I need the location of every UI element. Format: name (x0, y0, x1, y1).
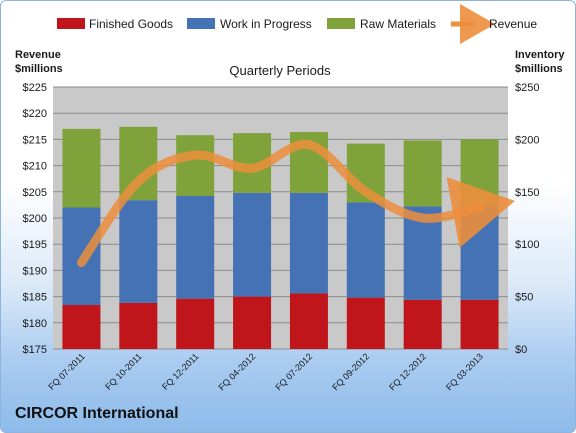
revenue-layer (76, 139, 515, 268)
bar-raw-materials (403, 140, 442, 207)
left-tick-label: $205 (23, 187, 47, 199)
left-axis-title-line2: $millions (15, 63, 63, 75)
right-axis-title-line2: $millions (515, 63, 563, 75)
revenue-point (422, 217, 424, 219)
bar-work-in-progress (233, 192, 272, 297)
bar-work-in-progress (176, 195, 215, 299)
right-tick-label: $50 (515, 292, 533, 304)
left-tick-label: $200 (23, 213, 47, 225)
left-tick-label: $225 (23, 82, 47, 94)
left-tick-label: $180 (23, 318, 47, 330)
bar-finished-goods (233, 296, 272, 349)
left-axis-title-line1: Revenue (15, 49, 61, 61)
right-tick-label: $0 (515, 344, 527, 356)
legend: Finished Goods Work in Progress Raw Mate… (57, 4, 537, 44)
bar-raw-materials (62, 128, 101, 208)
left-axis-ticks: $175 $180 $185 $190 $195 $200 $205 $210 $215 $220… (23, 82, 47, 356)
legend-label-work-in-progress: Work in Progress (220, 17, 312, 31)
bar-raw-materials (460, 139, 499, 206)
category-label: FQ 12-2012 (387, 351, 428, 392)
left-tick-label: $195 (23, 239, 47, 251)
bar-finished-goods (62, 304, 101, 349)
category-label: FQ 09-2012 (330, 351, 371, 392)
left-tick-label: $210 (23, 161, 47, 173)
category-label: FQ 07-2012 (273, 351, 314, 392)
bar-finished-goods (403, 299, 442, 349)
revenue-point (194, 154, 196, 156)
bar-work-in-progress (346, 202, 385, 298)
right-tick-label: $150 (515, 187, 539, 199)
revenue-point (365, 191, 367, 193)
revenue-point (251, 167, 253, 169)
category-label: FQ 03-2013 (444, 351, 485, 392)
legend-swatch-finished-goods (57, 18, 85, 29)
bar-finished-goods (289, 293, 328, 349)
left-tick-label: $220 (23, 108, 47, 120)
bar-work-in-progress (460, 205, 499, 300)
bar-raw-materials (176, 135, 215, 196)
right-tick-label: $250 (515, 82, 539, 94)
legend-swatch-work-in-progress (187, 18, 215, 29)
right-tick-label: $100 (515, 239, 539, 251)
right-axis-ticks: $0 $50 $100 $150 $200 $250 (515, 82, 539, 356)
plot-title: Quarterly Periods (229, 63, 331, 78)
legend-label-raw-materials: Raw Materials (360, 17, 436, 31)
bar-work-in-progress (289, 192, 328, 294)
bar-finished-goods (119, 302, 158, 349)
company-name: CIRCOR International (15, 405, 179, 422)
legend-label-finished-goods: Finished Goods (89, 17, 173, 31)
bar-finished-goods (346, 297, 385, 349)
revenue-point (479, 207, 481, 209)
legend-label-revenue: Revenue (489, 17, 537, 31)
legend-swatch-raw-materials (327, 18, 355, 29)
bar-raw-materials (119, 126, 158, 201)
right-axis-title-line1: Inventory (515, 49, 565, 61)
right-tick-label: $200 (515, 134, 539, 146)
category-label: FQ 10-2011 (103, 351, 144, 392)
revenue-point (80, 262, 82, 264)
revenue-point (308, 144, 310, 146)
revenue-point (137, 180, 139, 182)
category-label: FQ 04-2012 (216, 351, 257, 392)
left-tick-label: $190 (23, 265, 47, 277)
revenue-line (76, 139, 515, 268)
left-tick-label: $175 (23, 344, 47, 356)
category-labels: FQ 07-2011 FQ 10-2011 FQ 12-2011 FQ 04-2012… (46, 351, 485, 392)
bar-finished-goods (460, 299, 499, 349)
bar-work-in-progress (119, 200, 158, 303)
category-label: FQ 07-2011 (46, 351, 87, 392)
category-label: FQ 12-2011 (160, 351, 201, 392)
bar-finished-goods (176, 298, 215, 349)
left-tick-label: $185 (23, 292, 47, 304)
left-tick-label: $215 (23, 134, 47, 146)
